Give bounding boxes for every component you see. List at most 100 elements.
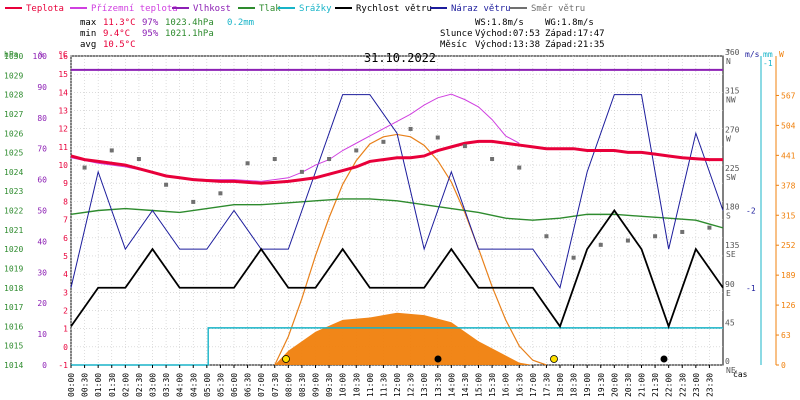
wind-direction-point-17 <box>544 234 549 239</box>
x-tick-26: 13:00 <box>420 373 429 397</box>
stats-temp-avg: 10.5°C <box>103 40 136 50</box>
temp-tick-13: 12 <box>58 125 68 134</box>
sunset-marker <box>550 355 558 363</box>
wind-direction-point-13 <box>435 135 440 140</box>
astro-markers <box>282 355 668 363</box>
unit-hpa: hPa <box>4 50 19 59</box>
stats-min-label: min <box>80 29 96 39</box>
temp-tick-6: 5 <box>63 252 68 261</box>
solar-tick-0: 0 <box>781 361 786 370</box>
direction-tick-5: 225 <box>725 164 740 173</box>
solar-tick-4: 252 <box>781 241 796 250</box>
x-tick-1: 00:30 <box>81 373 90 397</box>
x-tick-21: 10:30 <box>352 373 361 397</box>
direction-label-2: E <box>726 289 731 298</box>
wind-direction-point-22 <box>680 229 685 234</box>
direction-tick-3: 135 <box>725 241 740 250</box>
x-tick-16: 08:00 <box>284 373 293 397</box>
wind-direction-point-15 <box>490 157 495 161</box>
pressure-tick-15: 1029 <box>4 71 23 80</box>
wind-direction-point-1 <box>109 148 114 153</box>
temperature-line <box>70 139 723 185</box>
temp-tick-1: 0 <box>63 343 68 352</box>
humidity-tick-10: 100 <box>33 52 48 61</box>
stats-temp-max: 11.3°C <box>103 18 136 28</box>
direction-tick-0: 0 <box>725 357 730 366</box>
wind-direction-point-21 <box>653 234 658 239</box>
solar-tick-3: 189 <box>781 271 796 280</box>
wind-direction-point-23 <box>707 225 712 230</box>
unit-pct: % <box>39 50 44 59</box>
temp-tick-17: 16 <box>58 52 68 61</box>
sun-rise: Východ:07:53 <box>475 29 540 39</box>
moon-rise: Východ:13:38 <box>475 40 540 50</box>
x-tick-30: 15:00 <box>475 373 484 397</box>
stats-hum-min: 95% <box>142 29 159 39</box>
temp-tick-5: 4 <box>63 270 68 279</box>
x-tick-27: 13:30 <box>434 373 443 397</box>
direction-label-7: NW <box>726 96 736 105</box>
wind-direction-point-8 <box>299 169 304 174</box>
wind-direction-point-20 <box>625 238 630 243</box>
direction-label-4: S <box>726 212 731 221</box>
pressure-tick-12: 1026 <box>4 129 23 138</box>
sun-set: Západ:17:47 <box>545 29 605 39</box>
x-tick-46: 23:00 <box>692 373 701 397</box>
unit-deg: ° <box>726 48 731 57</box>
legend-srazky: Srážky <box>299 4 332 14</box>
wind-direction-point-19 <box>598 242 603 247</box>
x-tick-9: 04:30 <box>189 373 198 397</box>
legend-rychlost-vetru: Rychlost větru <box>356 4 432 14</box>
x-tick-19: 09:30 <box>325 373 334 397</box>
x-tick-36: 18:00 <box>556 373 565 397</box>
x-axis-label: čas <box>733 369 748 379</box>
temp-tick-10: 9 <box>63 179 68 188</box>
x-tick-35: 17:30 <box>542 373 551 397</box>
pressure-tick-0: 1014 <box>4 361 23 370</box>
x-tick-40: 20:00 <box>610 373 619 397</box>
left-axes: 1014101510161017101810191020102110221023… <box>4 52 68 370</box>
legend-naraz-vetru: Náraz větru <box>451 4 511 14</box>
wind-direction-point-6 <box>245 161 250 166</box>
temp-tick-16: 15 <box>58 70 68 79</box>
wind-gust-info: WG:1.8m/s <box>545 18 594 28</box>
x-tick-37: 18:30 <box>570 373 579 397</box>
legend-prizemni-teplota: Přízemní teplota <box>91 4 178 14</box>
x-tick-13: 06:30 <box>244 373 253 397</box>
x-tick-31: 15:30 <box>488 373 497 397</box>
solar-tick-5: 315 <box>781 211 796 220</box>
stats-rain-max: 0.2mm <box>227 18 254 28</box>
x-tick-42: 21:00 <box>638 373 647 397</box>
pressure-tick-11: 1025 <box>4 149 23 158</box>
x-tick-34: 17:00 <box>529 373 538 397</box>
x-tick-4: 02:00 <box>121 373 130 397</box>
stats-max-label: max <box>80 18 97 28</box>
x-axis: 00:00 00:30 01:00 01:30 02:00 02:30 03:00 03:30… <box>67 365 714 397</box>
temp-tick-9: 8 <box>63 197 68 206</box>
humidity-tick-9: 90 <box>37 83 47 92</box>
pressure-tick-13: 1027 <box>4 110 23 119</box>
x-tick-7: 03:30 <box>162 373 171 397</box>
wind-direction-point-11 <box>381 139 386 144</box>
solar-tick-7: 441 <box>781 151 796 160</box>
direction-tick-8: 360 <box>725 48 740 57</box>
wind-speed-info: WS:1.8m/s <box>475 18 524 28</box>
temp-tick-11: 10 <box>58 161 68 170</box>
stats-press-max: 1023.4hPa <box>165 18 214 28</box>
x-tick-45: 22:30 <box>678 373 687 397</box>
humidity-tick-3: 30 <box>37 268 47 277</box>
solar-layer <box>274 133 547 366</box>
direction-label-6: W <box>726 134 731 143</box>
temp-tick-12: 11 <box>58 143 68 152</box>
pressure-tick-1: 1015 <box>4 342 23 351</box>
x-tick-41: 20:30 <box>624 373 633 397</box>
x-tick-15: 07:30 <box>271 373 280 397</box>
stats-avg-label: avg <box>80 40 96 50</box>
temp-tick-2: 1 <box>63 325 68 334</box>
pressure-tick-9: 1023 <box>4 187 23 196</box>
humidity-tick-8: 80 <box>37 114 47 123</box>
wind-direction-point-3 <box>164 182 169 187</box>
x-tick-33: 16:30 <box>515 373 524 397</box>
pressure-tick-16: 1030 <box>4 52 23 61</box>
